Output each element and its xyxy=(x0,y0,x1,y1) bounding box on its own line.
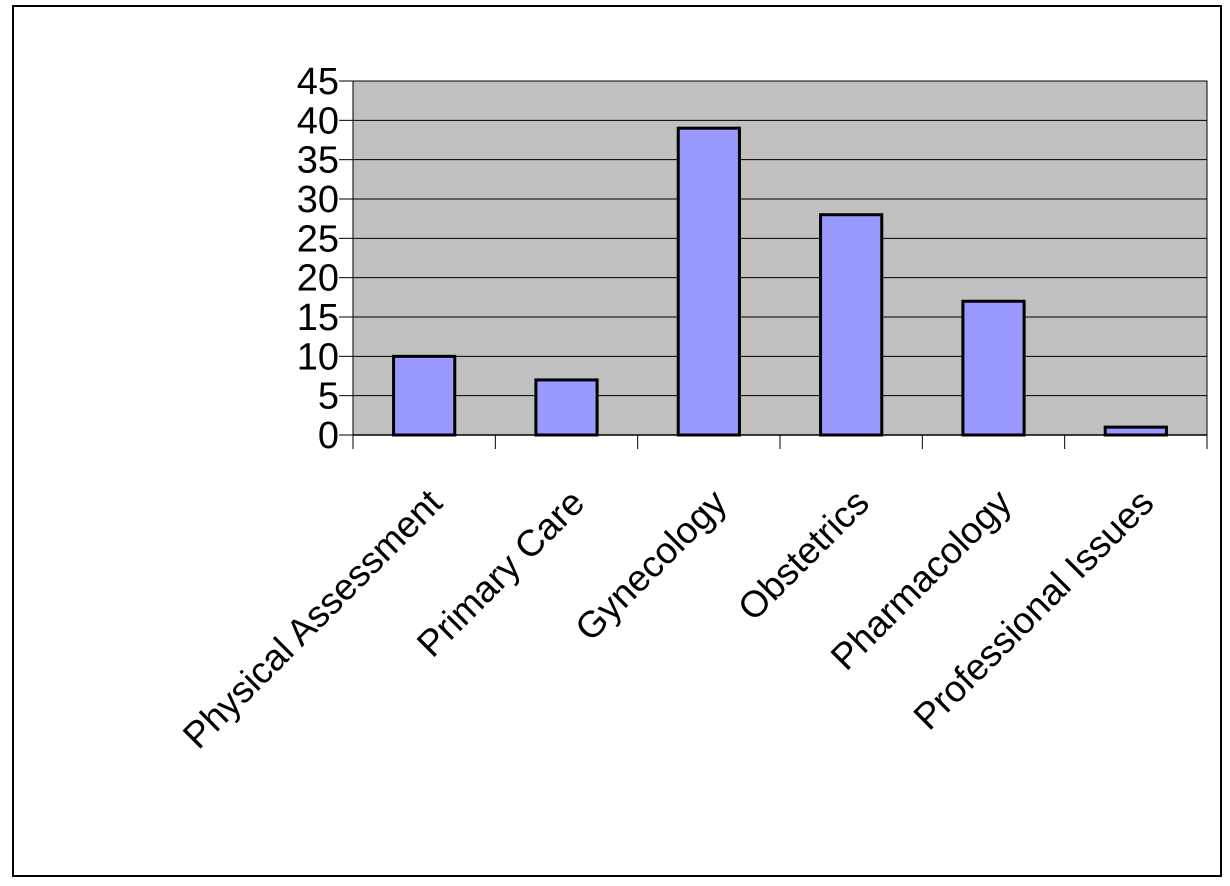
y-tick-label: 20 xyxy=(297,258,339,300)
y-tick-label: 40 xyxy=(297,100,339,142)
bar xyxy=(1103,425,1168,437)
plot-area xyxy=(352,80,1208,436)
x-category-label: Obstetrics xyxy=(730,482,877,629)
bars xyxy=(392,126,1168,437)
y-tick-label: 15 xyxy=(297,297,339,339)
y-tick-label: 30 xyxy=(297,179,339,221)
y-tick-label: 35 xyxy=(297,140,339,182)
y-tick-label: 5 xyxy=(318,376,339,418)
bar xyxy=(676,126,741,437)
bar xyxy=(392,354,457,437)
gridlines xyxy=(353,80,1207,397)
x-category-label: Gynecology xyxy=(567,481,735,649)
x-category-label: Physical Assessment xyxy=(175,481,450,756)
y-tick-label: 25 xyxy=(297,218,339,260)
x-category-label: Professional Issues xyxy=(906,482,1162,738)
y-tick-label: 45 xyxy=(297,61,339,103)
y-tick-label: 0 xyxy=(318,415,339,457)
y-tick-label: 10 xyxy=(297,336,339,378)
axes xyxy=(339,80,1208,449)
bar xyxy=(534,378,599,437)
bar xyxy=(819,213,884,437)
bar xyxy=(961,299,1026,437)
